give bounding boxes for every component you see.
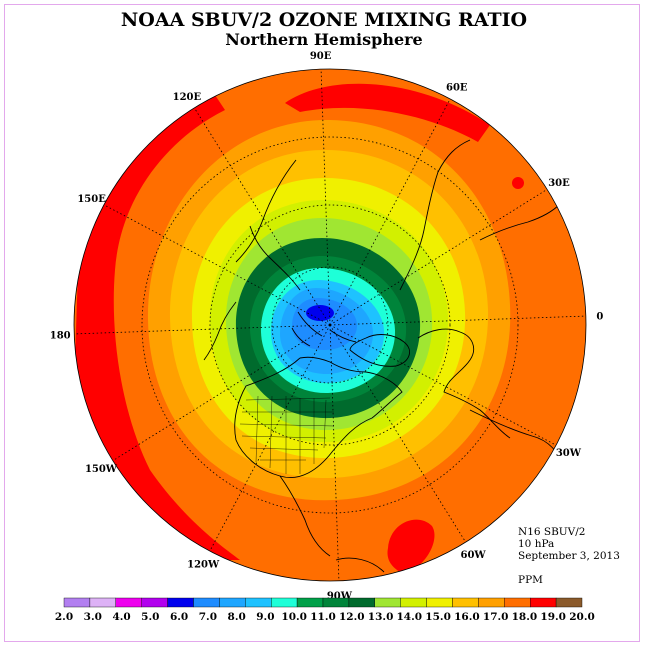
colorbar-swatch	[504, 597, 531, 608]
longitude-label: 30W	[556, 448, 582, 459]
satellite-label: N16 SBUV/2	[518, 526, 586, 538]
graticule	[74, 69, 586, 581]
longitude-label: 60E	[446, 83, 468, 94]
latitude-circle-30	[141, 136, 519, 514]
colorbar-swatch	[63, 597, 91, 608]
colorbar-tick-label: 10.0	[281, 611, 307, 623]
colorbar-swatch	[219, 597, 246, 608]
longitude-label: 0	[596, 312, 603, 323]
colorbar-swatch	[245, 597, 272, 608]
pressure-level-label: 10 hPa	[518, 538, 555, 550]
meridians	[74, 69, 586, 581]
colorbar-swatch	[400, 597, 427, 608]
colorbar-tick-label: 8.0	[228, 611, 246, 623]
colorbar-labels: 2.0 3.0 4.0 5.0 6.0 7.0 8.0 9.0 10.0 11.0 12.0 13.0…	[55, 611, 595, 623]
longitude-labels: 90E 60E 30E 0 30W 60W 90W 120W 150W 180 150E 120E	[50, 51, 604, 602]
longitude-label: 150E	[77, 194, 106, 205]
meridian-line	[320, 69, 331, 326]
meridian-line	[329, 315, 586, 326]
coastline-alaska	[203, 301, 237, 361]
contour-max-region-west	[75, 95, 240, 560]
colorbar-tick-label: 3.0	[84, 611, 102, 623]
coastline-central-america	[279, 475, 331, 557]
colorbar-tick-label: 13.0	[368, 611, 394, 623]
meridian-line	[103, 204, 331, 326]
colorbar-swatch	[141, 597, 168, 608]
longitude-label: 120W	[187, 559, 220, 570]
colorbar-swatch	[478, 597, 505, 608]
colorbar-tick-label: 16.0	[454, 611, 480, 623]
meridian-line	[329, 324, 466, 543]
coastline-south-america	[335, 557, 385, 573]
coastline-arctic-islands	[291, 311, 357, 347]
longitude-label: 90E	[310, 51, 332, 62]
meridian-line	[112, 324, 331, 461]
colorbar-swatch	[555, 597, 583, 608]
coastline-siberia	[249, 225, 301, 291]
colorbar-swatch	[348, 597, 375, 608]
meridian-line	[194, 107, 331, 326]
colorbar-tick-label: 11.0	[310, 611, 336, 623]
colorbar-tick-label: 20.0	[569, 611, 595, 623]
colorbar-swatch	[530, 597, 557, 608]
coastline-asia-east	[235, 159, 297, 263]
meridian-line	[329, 98, 451, 326]
date-label: September 3, 2013	[518, 550, 620, 562]
meridian-line	[329, 189, 548, 326]
colorbar-swatch	[271, 597, 298, 608]
colorbar-swatch	[322, 597, 350, 608]
colorbar-tick-label: 17.0	[483, 611, 509, 623]
coastline-eurasia-north	[399, 139, 471, 291]
coastline-greenland	[349, 334, 410, 367]
political-borders	[239, 395, 335, 474]
colorbar-swatches	[63, 597, 583, 608]
colorbar-swatch	[296, 597, 324, 608]
longitude-label: 150W	[85, 464, 118, 475]
map-subtitle: Northern Hemisphere	[225, 30, 423, 49]
contour-max-region-south	[387, 519, 435, 573]
colorbar-tick-label: 4.0	[112, 611, 130, 623]
longitude-label: 30E	[548, 178, 570, 189]
meridian-line	[209, 324, 331, 552]
colorbar-swatch	[452, 597, 479, 608]
map-title: NOAA SBUV/2 OZONE MIXING RATIO	[120, 9, 528, 31]
longitude-label: 180	[50, 330, 71, 341]
colorbar-tick-label: 5.0	[141, 611, 159, 623]
map-boundary	[73, 68, 587, 582]
contour-max-region-north	[285, 83, 490, 142]
colorbar-tick-label: 14.0	[397, 611, 423, 623]
colorbar-swatch	[115, 597, 142, 608]
colorbar-tick-label: 7.0	[199, 611, 217, 623]
latitude-circle-50	[209, 204, 451, 446]
coastline-europe	[417, 328, 511, 439]
colorbar-swatch	[374, 597, 401, 608]
units-label: PPM	[518, 574, 543, 586]
figure-border	[4, 4, 640, 642]
colorbar: 2.0 3.0 4.0 5.0 6.0 7.0 8.0 9.0 10.0 11.0 12.0 13.0…	[55, 597, 595, 623]
meridian-line	[329, 324, 340, 581]
colorbar-tick-label: 19.0	[540, 611, 566, 623]
contour-band-6	[306, 305, 334, 321]
colorbar-swatch	[167, 597, 194, 608]
meridian-line	[329, 324, 557, 446]
longitude-label: 60W	[461, 550, 487, 561]
colorbar-tick-label: 2.0	[55, 611, 73, 623]
colorbar-swatch	[426, 597, 453, 608]
latitude-circle-70	[271, 266, 389, 384]
colorbar-tick-label: 9.0	[256, 611, 274, 623]
colorbar-swatch	[89, 597, 117, 608]
colorbar-tick-label: 12.0	[339, 611, 365, 623]
colorbar-swatch	[193, 597, 220, 608]
contour-max-spot-east	[512, 177, 524, 189]
colorbar-tick-label: 18.0	[512, 611, 538, 623]
coastline-north-america	[234, 356, 403, 478]
longitude-label: 90W	[327, 591, 353, 602]
ozone-contour-field	[74, 69, 586, 581]
meridian-line	[74, 324, 331, 335]
longitude-label: 120E	[173, 92, 202, 103]
colorbar-tick-label: 6.0	[170, 611, 188, 623]
colorbar-tick-label: 15.0	[425, 611, 451, 623]
